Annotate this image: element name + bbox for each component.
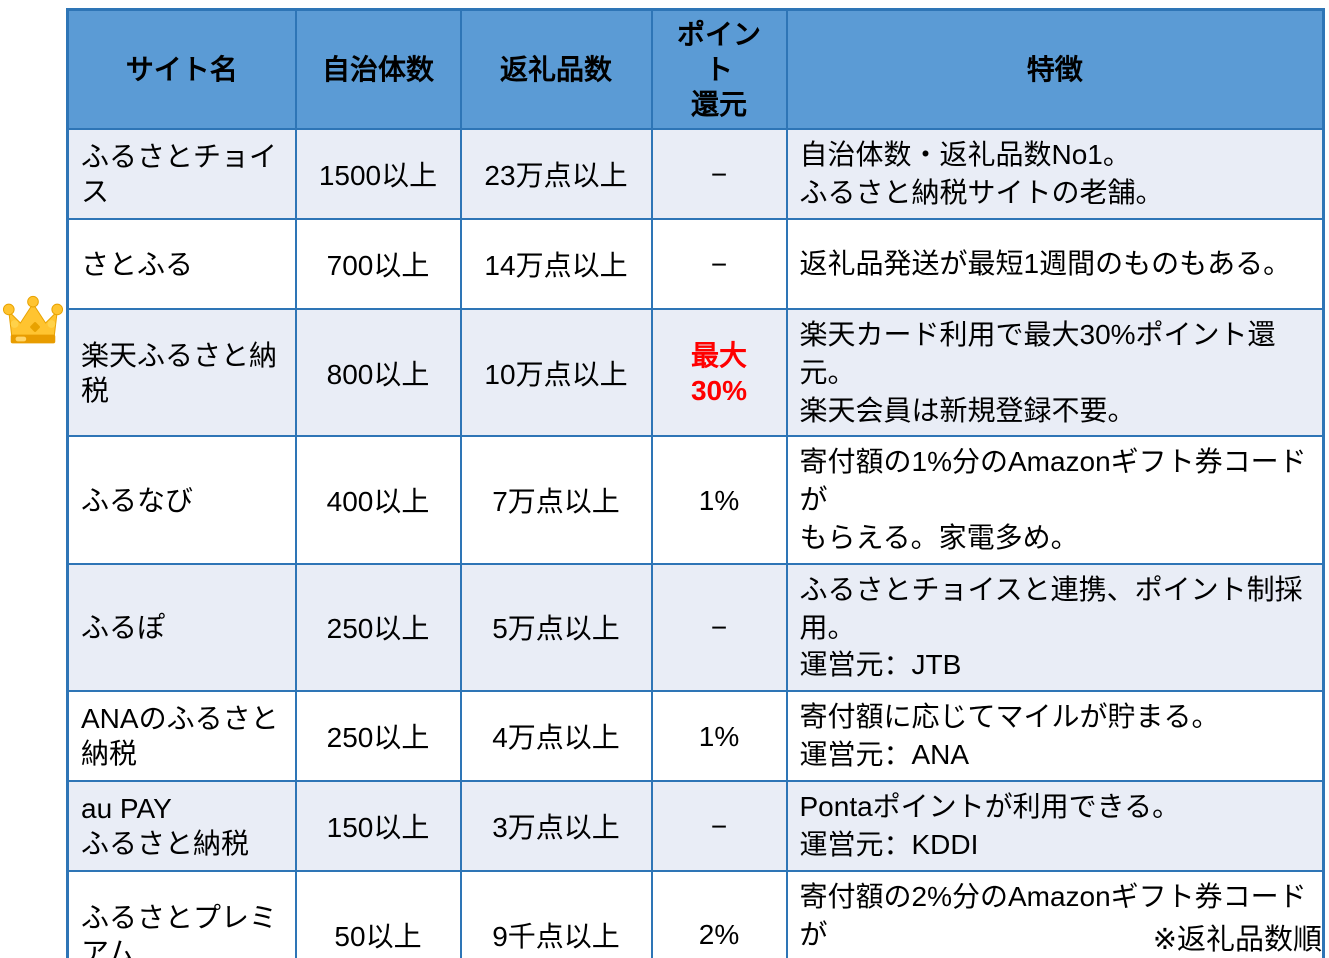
table-row-rakuten-furusato: 楽天ふるさと納税 800以上 10万点以上 最大 30% 楽天カード利用で最大3… <box>66 307 1325 438</box>
site-name-cell: au PAY ふるさと納税 <box>66 780 297 873</box>
site-name-cell: ふるなび <box>66 435 297 565</box>
features-cell: 返礼品発送が最短1週間のものもある。 <box>785 218 1325 310</box>
features-cell: ふるさとチョイスと連携、ポイント制採用。 運営元：JTB <box>785 562 1325 693</box>
table-row-furunavi: ふるなび 400以上 7万点以上 1% 寄付額の1%分のAmazonギフト券コー… <box>66 435 1325 565</box>
header-site-name: サイト名 <box>66 8 297 130</box>
point-return-cell: 2% <box>650 870 788 958</box>
site-name-cell: ふるさとチョイス <box>66 128 297 220</box>
header-features: 特徴 <box>785 8 1325 130</box>
gift-count-cell: 3万点以上 <box>459 780 653 873</box>
point-return-cell: − <box>650 562 788 693</box>
table-row-satofuru: さとふる 700以上 14万点以上 − 返礼品発送が最短1週間のものもある。 <box>66 218 1325 310</box>
site-name-cell: ANAのふるさと納税 <box>66 690 297 783</box>
municipality-count-cell: 150以上 <box>294 780 462 873</box>
municipality-count-cell: 700以上 <box>294 218 462 310</box>
header-municipality-count: 自治体数 <box>294 8 462 130</box>
site-name-cell: ふるぽ <box>66 562 297 693</box>
municipality-count-cell: 250以上 <box>294 562 462 693</box>
footnote-sort-order: ※返礼品数順 <box>1152 924 1322 956</box>
point-return-cell: − <box>650 128 788 220</box>
point-return-cell: − <box>650 218 788 310</box>
municipality-count-cell: 800以上 <box>294 307 462 438</box>
features-cell: 寄付額に応じてマイルが貯まる。 運営元：ANA <box>785 690 1325 783</box>
header-gift-count: 返礼品数 <box>459 8 653 130</box>
point-return-cell: 1% <box>650 435 788 565</box>
table-row-furusato-choice: ふるさとチョイス 1500以上 23万点以上 − 自治体数・返礼品数No1。 ふ… <box>66 128 1325 220</box>
table-row-furusato-premium: ふるさとプレミアム 50以上 9千点以上 2% 寄付額の2%分のAmazonギフ… <box>66 870 1325 958</box>
gift-count-cell: 14万点以上 <box>459 218 653 310</box>
point-return-cell: 1% <box>650 690 788 783</box>
gift-count-cell: 5万点以上 <box>459 562 653 693</box>
municipality-count-cell: 1500以上 <box>294 128 462 220</box>
features-cell: 寄付額の1%分のAmazonギフト券コードが もらえる。家電多め。 <box>785 435 1325 565</box>
site-name-cell: ふるさとプレミアム <box>66 870 297 958</box>
features-cell: 寄付額の2%分のAmazonギフト券コードが もらえる。 <box>785 870 1325 958</box>
gift-count-cell: 4万点以上 <box>459 690 653 783</box>
municipality-count-cell: 250以上 <box>294 690 462 783</box>
table-header-row: サイト名 自治体数 返礼品数 ポイント 還元 特徴 <box>66 8 1325 130</box>
municipality-count-cell: 400以上 <box>294 435 462 565</box>
gift-count-cell: 7万点以上 <box>459 435 653 565</box>
gift-count-cell: 23万点以上 <box>459 128 653 220</box>
header-point-return: ポイント 還元 <box>650 8 788 130</box>
table-row-aupay-furusato: au PAY ふるさと納税 150以上 3万点以上 − Pontaポイントが利用… <box>66 780 1325 873</box>
site-comparison-table: サイト名 自治体数 返礼品数 ポイント 還元 特徴 ふるさとチョイス 1500以… <box>66 8 1325 958</box>
table-row-furupo: ふるぽ 250以上 5万点以上 − ふるさとチョイスと連携、ポイント制採用。 運… <box>66 562 1325 693</box>
gift-count-cell: 9千点以上 <box>459 870 653 958</box>
features-cell: Pontaポイントが利用できる。 運営元：KDDI <box>785 780 1325 873</box>
features-cell: 自治体数・返礼品数No1。 ふるさと納税サイトの老舗。 <box>785 128 1325 220</box>
gift-count-cell: 10万点以上 <box>459 307 653 438</box>
point-return-cell: − <box>650 780 788 873</box>
point-return-cell-highlighted: 最大 30% <box>650 307 788 438</box>
crown-icon <box>2 295 64 344</box>
features-cell: 楽天カード利用で最大30%ポイント還元。 楽天会員は新規登録不要。 <box>785 307 1325 438</box>
table-row-ana-furusato: ANAのふるさと納税 250以上 4万点以上 1% 寄付額に応じてマイルが貯まる… <box>66 690 1325 783</box>
municipality-count-cell: 50以上 <box>294 870 462 958</box>
site-name-cell: 楽天ふるさと納税 <box>66 307 297 438</box>
site-name-cell: さとふる <box>66 218 297 310</box>
